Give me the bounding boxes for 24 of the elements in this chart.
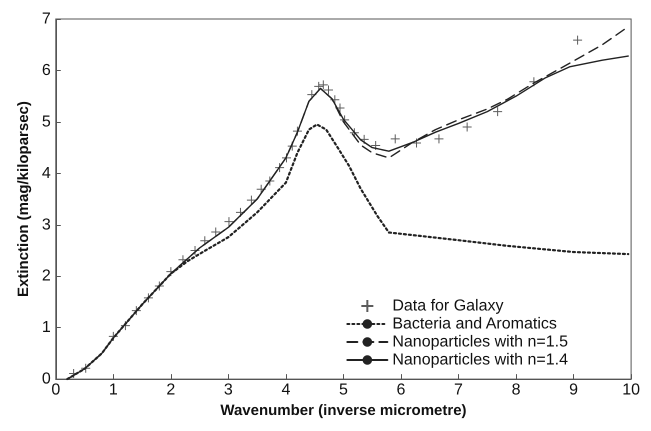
- y-tick-label: 2: [42, 268, 51, 285]
- y-tick-label: 1: [42, 319, 51, 336]
- y-tick-label: 6: [42, 62, 51, 79]
- x-tick-label: 9: [569, 382, 578, 399]
- legend-label: Nanoparticles with n=1.5: [392, 334, 568, 350]
- x-tick-label: 1: [108, 382, 118, 399]
- x-tick-label: 6: [396, 382, 406, 399]
- legend-label: Bacteria and Aromatics: [392, 316, 557, 332]
- legend-label: Data for Galaxy: [392, 298, 504, 314]
- x-tick-label: 7: [454, 382, 464, 399]
- legend-label: Nanoparticles with n=1.4: [392, 352, 568, 368]
- y-tick-label: 5: [42, 113, 51, 130]
- y-axis-title: Extinction (mag/kiloparsec): [15, 101, 32, 297]
- y-tick-label: 3: [42, 216, 51, 234]
- x-tick-label: 4: [281, 382, 290, 399]
- x-axis-title: Wavenumber (inverse micrometre): [220, 402, 467, 419]
- x-tick-label: 3: [224, 382, 233, 399]
- y-tick-label: 7: [42, 10, 51, 28]
- y-tick-label: 0: [42, 370, 51, 388]
- y-tick-label: 4: [42, 164, 51, 182]
- x-tick-label: 5: [338, 382, 348, 399]
- x-tick-label: 8: [512, 382, 521, 399]
- x-tick-label: 2: [166, 382, 176, 399]
- x-tick-label: 10: [622, 382, 640, 399]
